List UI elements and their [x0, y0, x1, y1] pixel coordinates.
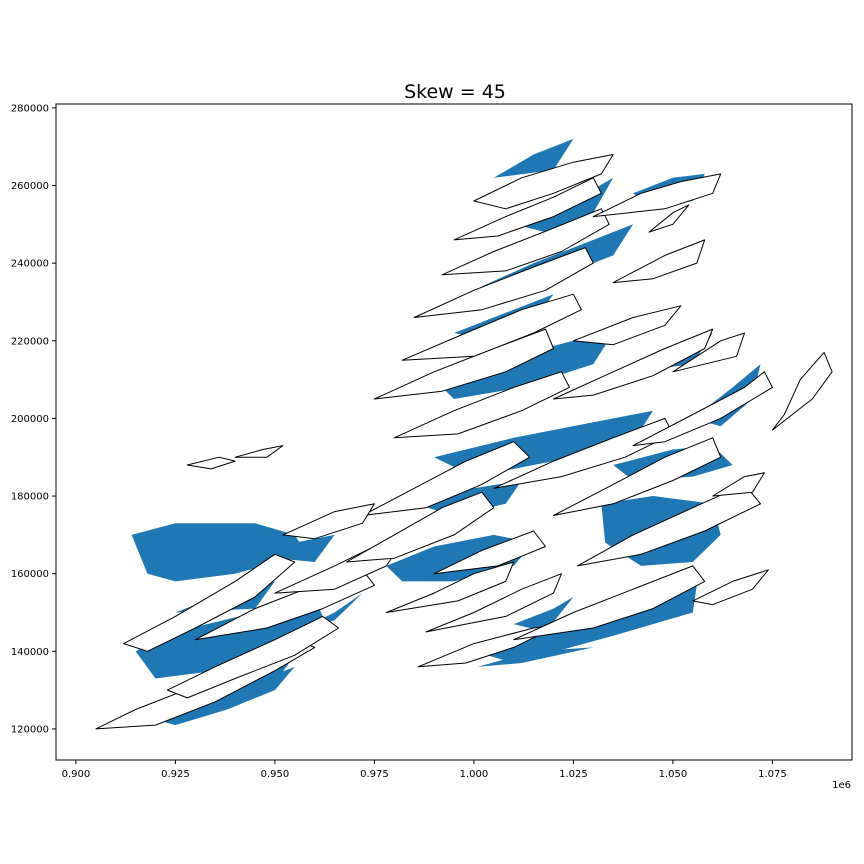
x-tick-label-6: 1.050: [659, 769, 688, 780]
original-polygon-6: [477, 647, 594, 667]
skewed-polygon-33: [648, 204, 690, 233]
y-tick-label-1: 140000: [11, 647, 49, 658]
skewed-polygon-31: [234, 445, 284, 458]
x-tick-label-3: 0.975: [360, 769, 389, 780]
skewed-polygon-30: [282, 503, 375, 540]
x-tick-label-1: 0.925: [161, 769, 190, 780]
chart-title: Skew = 45: [404, 81, 506, 103]
skewed-polygon-20: [572, 305, 682, 346]
skewed-polygon-15: [393, 371, 570, 439]
skewed-polygon-34: [712, 472, 765, 497]
original-polygon-0: [131, 523, 307, 582]
skewed-polygon-22: [453, 177, 602, 241]
original-polygon-22: [195, 655, 295, 698]
original-polygon-8: [513, 597, 574, 632]
skewed-polygon-5: [346, 491, 495, 563]
skewed-polygon-16: [373, 328, 554, 400]
skewed-polygon-17: [553, 328, 714, 400]
skewed-polygon-29: [433, 530, 546, 575]
skewed-polygon-28: [692, 569, 769, 606]
skewed-polygon-12: [553, 437, 722, 516]
skewed-polygon-32: [186, 456, 236, 470]
x-tick-label-4: 1.000: [460, 769, 489, 780]
original-polygon-12: [434, 333, 614, 399]
x-tick-label-0: 0.900: [62, 769, 91, 780]
x-offset-label: 1e6: [832, 780, 851, 791]
y-tick-label-0: 120000: [11, 724, 49, 735]
plot-area: 0.900 0.925 0.950 0.975 1.000 1.025 1.050 1.075…: [11, 103, 853, 780]
skewed-polygon-21: [441, 208, 610, 276]
y-axis: 120000 140000 160000 180000 200000 220000 2400…: [11, 103, 56, 735]
y-tick-label-7: 260000: [11, 181, 49, 192]
skewed-polygon-19: [413, 247, 594, 318]
x-tick-label-2: 0.950: [261, 769, 290, 780]
skewed-polygons-layer: [95, 154, 833, 730]
y-tick-label-8: 280000: [11, 103, 49, 114]
skewed-polygon-14: [632, 371, 773, 447]
skewed-polygon-11: [576, 483, 761, 567]
skewed-polygon-26: [672, 332, 745, 373]
skewed-polygon-10: [513, 565, 706, 641]
y-tick-label-6: 240000: [11, 259, 49, 270]
skewed-polygon-6: [362, 441, 531, 516]
original-polygon-20: [235, 534, 335, 562]
skewed-polygon-23: [473, 154, 614, 210]
y-tick-label-5: 220000: [11, 336, 49, 347]
x-axis: 0.900 0.925 0.950 0.975 1.000 1.025 1.050 1.075: [62, 760, 787, 780]
skewed-polygon-18: [401, 293, 582, 361]
skewed-polygon-25: [612, 239, 706, 284]
skewed-polygon-7: [385, 561, 515, 613]
skewed-polygon-13: [493, 417, 674, 489]
skewed-polygon-2: [166, 615, 340, 699]
y-tick-label-3: 180000: [11, 492, 49, 503]
y-tick-label-2: 160000: [11, 569, 49, 580]
skewed-polygon-24: [592, 173, 722, 218]
skewed-polygon-27: [771, 351, 833, 431]
skewed-polygon-1: [123, 553, 296, 652]
x-tick-label-5: 1.025: [559, 769, 588, 780]
skewed-polygon-8: [425, 573, 562, 633]
plot-frame: [55, 103, 853, 761]
y-tick-label-4: 200000: [11, 414, 49, 425]
x-tick-label-7: 1.075: [758, 769, 787, 780]
